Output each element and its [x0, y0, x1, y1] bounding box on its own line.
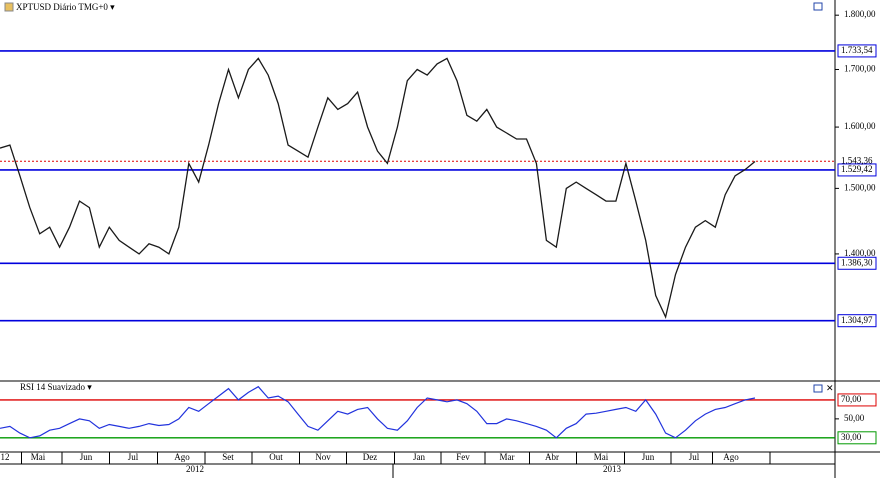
y-tick-label: 1.600,00	[844, 121, 876, 131]
x-tick-label: Mai	[594, 452, 609, 462]
x-tick-label: 12	[1, 452, 10, 462]
level-label-box	[837, 256, 877, 270]
y-tick-label: 1.500,00	[844, 182, 876, 192]
level-label-box	[837, 44, 877, 58]
level-label-box	[837, 163, 877, 177]
level-label: 1.386,30	[841, 257, 873, 267]
x-tick-label: Out	[269, 452, 283, 462]
x-tick-label: Fev	[456, 452, 470, 462]
series-line	[0, 385, 756, 439]
y-tick-label: 1.400,00	[844, 248, 876, 258]
x-tick-label: Ago	[723, 452, 739, 462]
y-tick-label: 1.700,00	[844, 64, 876, 74]
x-tick-label: Ago	[174, 452, 190, 462]
x-tick-label: Jul	[128, 452, 139, 462]
y-tick-label: 1.800,00	[844, 9, 876, 19]
x-tick-label: Abr	[545, 452, 559, 462]
x-tick-label: Jun	[80, 452, 93, 462]
x-tick-label: Set	[222, 452, 234, 462]
x-tick-label: Mar	[500, 452, 515, 462]
price-title: XPTUSD Diário TMG+0 ▾	[16, 2, 115, 12]
year-label: 2012	[186, 464, 204, 474]
maximize-button[interactable]	[813, 2, 823, 11]
level-label: 1.304,97	[841, 315, 873, 325]
rsi-title: RSI 14 Suavizado ▾	[20, 382, 92, 392]
year-label: 2013	[603, 464, 622, 474]
series-line	[0, 57, 756, 319]
icon[interactable]	[4, 2, 14, 12]
close-button[interactable]: ✕	[826, 383, 834, 393]
level-label: 30,00	[841, 432, 862, 442]
y-tick-label: 50,00	[844, 413, 865, 423]
level-label: 1.733,54	[841, 45, 873, 55]
x-tick-label: Nov	[315, 452, 331, 462]
x-tick-label: Jun	[642, 452, 655, 462]
level-label-box	[837, 431, 877, 445]
level-label-box	[837, 314, 877, 328]
level-label: 1.529,42	[841, 164, 873, 174]
x-tick-label: Jan	[413, 452, 425, 462]
last-price-label: 1.543,36	[841, 155, 873, 165]
level-label: 70,00	[841, 394, 862, 404]
level-label-box	[837, 393, 877, 407]
maximize-button[interactable]	[813, 384, 823, 393]
x-tick-label: Jul	[689, 452, 700, 462]
x-tick-label: Dez	[363, 452, 378, 462]
x-tick-label: Mai	[31, 452, 46, 462]
